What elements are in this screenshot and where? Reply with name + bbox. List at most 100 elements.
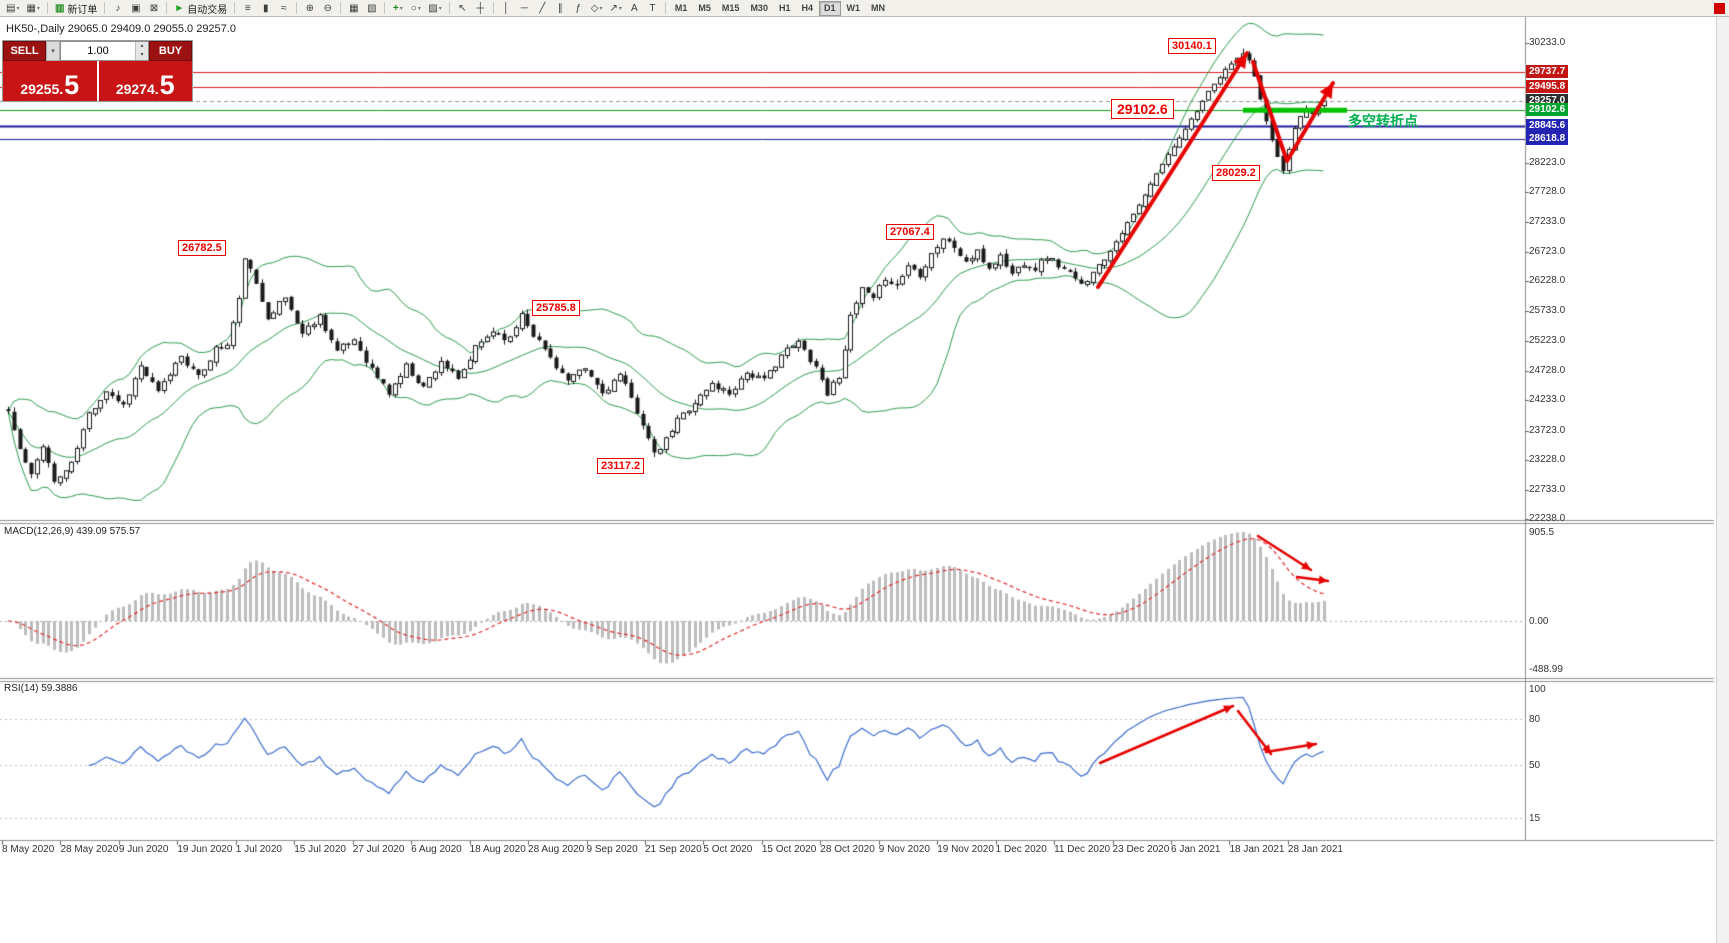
toolbar-separator <box>104 2 106 14</box>
vertical-line-icon[interactable]: │ <box>503 2 510 14</box>
templates-icon[interactable]: ▨ ▾ <box>428 2 442 14</box>
price-annotation-label[interactable]: 29102.6 <box>1111 99 1174 119</box>
chevron-down-icon: ▾ <box>16 5 20 12</box>
price-axis-label: 28223.0 <box>1529 156 1566 168</box>
label-icon[interactable]: T <box>649 2 656 14</box>
volume-decrease-button[interactable]: ▾ <box>136 51 148 60</box>
order-options-dropdown[interactable]: ▾ <box>46 41 60 61</box>
price-level-tag: 29495.8 <box>1526 79 1569 93</box>
time-axis-label: 8 May 2020 <box>2 844 55 855</box>
sell-button[interactable]: SELL <box>3 41 46 61</box>
time-axis-label: 23 Dec 2020 <box>1112 844 1170 855</box>
bid-price-main: 29255. <box>20 80 64 97</box>
price-level-tag: 28845.6 <box>1526 118 1569 132</box>
chevron-down-icon: ▾ <box>36 5 40 12</box>
horizontal-line-icon[interactable]: ─ <box>520 2 528 14</box>
timeframe-m5[interactable]: M5 <box>698 3 711 13</box>
ask-price-button[interactable]: 29274. 5 <box>99 61 193 101</box>
new-chart-icon[interactable]: ▤ ▾ <box>6 2 20 14</box>
price-axis-label: 25733.0 <box>1529 304 1566 316</box>
time-axis-label: 19 Nov 2020 <box>937 844 994 855</box>
news-icon[interactable]: ▣ <box>131 2 141 14</box>
price-annotation-label[interactable]: 26782.5 <box>178 240 226 256</box>
price-annotation-label[interactable]: 27067.4 <box>886 224 934 240</box>
toolbar-separator <box>384 2 386 14</box>
time-axis-label: 19 Jun 2020 <box>177 844 233 855</box>
bid-ask-display: 29255. 5 29274. 5 <box>3 61 192 101</box>
tile-windows-icon[interactable]: ▦ <box>349 2 359 14</box>
notification-badge[interactable] <box>1714 3 1725 14</box>
bars-type-icon[interactable]: ≡ <box>244 2 251 14</box>
trendline-icon[interactable]: ╱ <box>539 2 546 14</box>
ask-price-big-digit: 5 <box>159 70 175 101</box>
zoom-in-icon[interactable]: ⊕ <box>305 2 314 14</box>
text-icon[interactable]: A <box>631 2 638 14</box>
arrange-windows-icon[interactable]: ▧ <box>367 2 377 14</box>
buy-button[interactable]: BUY <box>149 41 192 61</box>
chevron-down-icon: ▾ <box>417 5 421 12</box>
autotrading-button[interactable]: ► 自动交易 <box>174 2 228 16</box>
price-axis-label: 24233.0 <box>1529 394 1566 406</box>
price-axis-label: 30233.0 <box>1529 37 1566 48</box>
candles-type-icon[interactable]: ▮ <box>263 2 269 14</box>
timeframe-w1[interactable]: W1 <box>846 3 861 13</box>
price-axis-label: 23228.0 <box>1529 454 1566 466</box>
cursor-icon[interactable]: ↖ <box>458 2 467 14</box>
price-annotation-label[interactable]: 30140.1 <box>1168 38 1216 54</box>
price-axis-label: 22733.0 <box>1529 483 1566 495</box>
channel-icon[interactable]: ∥ <box>557 2 563 14</box>
new-order-button[interactable]: ▥ 新订单 <box>54 2 98 16</box>
arrows-icon[interactable]: ↗ ▾ <box>609 2 622 14</box>
price-axis-label: 26228.0 <box>1529 275 1566 287</box>
indicators-icon[interactable]: + ▾ <box>392 2 403 14</box>
bull-bear-turning-point-note[interactable]: 多空转折点 <box>1348 113 1418 129</box>
toolbar-separator <box>46 2 48 14</box>
toolbar-separator <box>448 2 450 14</box>
price-level-tag: 29102.6 <box>1526 103 1569 117</box>
sound-alert-icon[interactable]: ♪ <box>115 2 121 14</box>
time-axis-label: 1 Dec 2020 <box>995 844 1047 855</box>
timeframe-m30[interactable]: M30 <box>750 3 768 13</box>
price-axis-label: 25223.0 <box>1529 335 1566 347</box>
ask-price-main: 29274. <box>115 80 159 97</box>
chevron-down-icon: ▾ <box>599 5 603 12</box>
crosshair-icon[interactable]: ┼ <box>476 2 484 14</box>
rsi-axis-label: 15 <box>1529 813 1541 825</box>
chart-ohlc-readout: HK50-,Daily 29065.0 29409.0 29055.0 2925… <box>6 23 236 35</box>
price-annotation-label[interactable]: 25785.8 <box>532 300 580 316</box>
rsi-axis-label: 50 <box>1529 760 1541 771</box>
chevron-down-icon: ▾ <box>399 5 403 12</box>
bid-price-button[interactable]: 29255. 5 <box>3 61 99 101</box>
periods-icon[interactable]: ○ ▾ <box>410 2 421 14</box>
macd-indicator-label: MACD(12,26,9) 439.09 575.57 <box>4 526 141 537</box>
profiles-icon[interactable]: ▦ ▾ <box>26 2 40 14</box>
chevron-down-icon: ▾ <box>438 5 442 12</box>
shapes-icon[interactable]: ◇ ▾ <box>590 2 603 14</box>
timeframe-m15[interactable]: M15 <box>721 3 740 13</box>
price-axis-label: 24728.0 <box>1529 364 1566 376</box>
timeframe-h4[interactable]: H4 <box>801 3 813 13</box>
timeframe-m1[interactable]: M1 <box>674 3 688 13</box>
line-type-icon[interactable]: ≈ <box>281 2 287 14</box>
volume-input[interactable] <box>61 42 135 60</box>
mailbox-icon[interactable]: ⊠ <box>149 2 159 14</box>
timeframe-d1[interactable]: D1 <box>818 0 841 16</box>
zoom-out-icon[interactable]: ⊖ <box>323 2 332 14</box>
timeframe-h1[interactable]: H1 <box>778 3 791 13</box>
time-axis-label: 27 Jul 2020 <box>352 844 405 855</box>
fibonacci-icon[interactable]: ƒ <box>575 2 582 14</box>
time-axis-label: 11 Dec 2020 <box>1054 844 1111 855</box>
toolbar-separator <box>492 2 494 14</box>
toolbar-separator <box>234 2 236 14</box>
price-annotation-label[interactable]: 23117.2 <box>597 458 645 474</box>
rsi-indicator-label: RSI(14) 59.3886 <box>4 683 78 694</box>
volume-increase-button[interactable]: ▴ <box>136 42 148 51</box>
chevron-down-icon: ▾ <box>618 5 622 12</box>
timeframe-mn[interactable]: MN <box>871 3 885 13</box>
time-axis-label: 9 Sep 2020 <box>586 844 638 855</box>
window-scrollbar[interactable] <box>1716 17 1729 943</box>
price-annotation-label[interactable]: 28029.2 <box>1212 165 1260 181</box>
price-axis-label: 27233.0 <box>1529 215 1566 227</box>
